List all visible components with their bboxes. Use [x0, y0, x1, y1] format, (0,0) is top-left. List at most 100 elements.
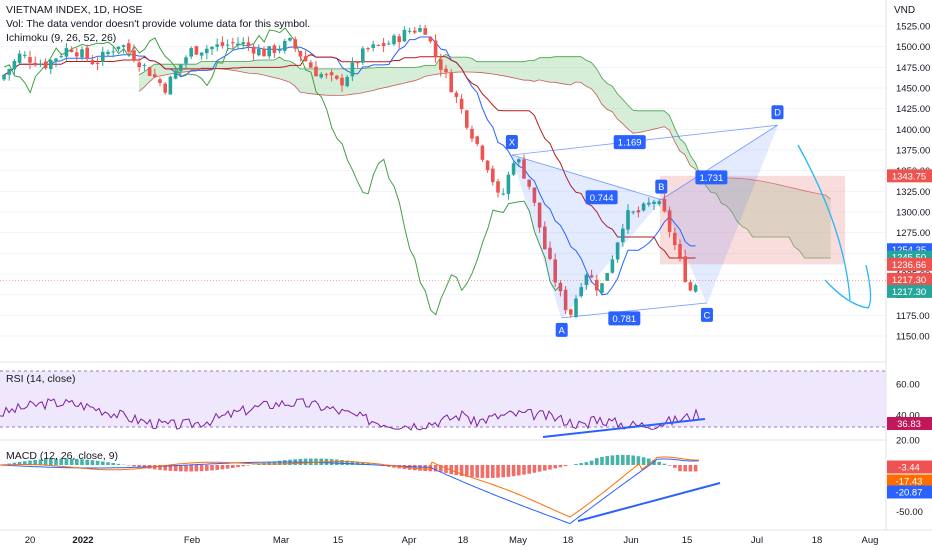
macd-histogram-bar	[64, 458, 69, 465]
macd-histogram-bar	[173, 465, 178, 472]
macd-histogram-bar	[610, 455, 615, 465]
macd-histogram-bar	[220, 465, 225, 470]
ratio-label: 1.169	[618, 138, 642, 149]
price-tick-label: 1325.00	[896, 187, 930, 198]
ratio-label: 0.781	[612, 314, 636, 325]
pattern-point-x[interactable]	[505, 134, 518, 149]
candle-body	[345, 76, 349, 87]
macd-histogram-bar	[205, 465, 209, 471]
projection-curve-path	[797, 144, 872, 309]
macd-histogram-bar	[647, 458, 651, 465]
rsi-pane[interactable]	[0, 370, 886, 438]
macd-histogram-bar	[558, 465, 563, 468]
pattern-point-b[interactable]	[655, 179, 668, 194]
main-pane[interactable]: X A B C D 0.744 1.169 1.731 0.781	[0, 24, 886, 337]
rsi-value-tag	[887, 417, 932, 430]
candle-body	[423, 28, 427, 35]
pattern-point-d[interactable]	[771, 105, 784, 120]
macd-histogram-bar	[688, 465, 693, 472]
macd-histogram-bar	[636, 456, 641, 465]
rsi-tick-label: 20.00	[896, 436, 920, 447]
macd-histogram-bar	[657, 461, 661, 465]
macd-value-tag	[887, 460, 932, 474]
bear-cloud-fill	[660, 175, 845, 265]
time-tick-label: 15	[333, 535, 344, 546]
currency-label: VND	[894, 5, 915, 16]
candle-body	[283, 40, 287, 51]
macd-histogram-bar	[506, 465, 511, 477]
macd-histogram-bar	[355, 461, 360, 465]
time-tick-label: 18	[458, 535, 469, 546]
candle-body	[194, 46, 199, 55]
macd-histogram-bar	[340, 460, 344, 465]
macd-histogram-bar	[231, 465, 235, 468]
macd-histogram-bar	[277, 460, 282, 465]
macd-histogram-bar	[485, 465, 490, 478]
candle-body	[501, 193, 505, 195]
pattern-point-c[interactable]	[700, 307, 713, 322]
pattern-point-a[interactable]	[555, 322, 568, 337]
macd-histogram-bar	[626, 455, 630, 465]
candle-body	[485, 160, 490, 171]
time-tick-label: Mar	[273, 535, 289, 546]
candle-body	[257, 48, 261, 56]
macd-histogram-bar	[184, 465, 188, 472]
price-tag	[887, 169, 932, 183]
macd-histogram-bar	[132, 465, 136, 467]
time-axis: 20 2022 Feb Mar 15 Apr 18 May 18 Jun 15 Jul 18 Aug	[25, 535, 879, 546]
macd-histogram-bar	[38, 459, 43, 465]
macd-trendline	[577, 482, 721, 522]
macd-histogram-bar	[194, 465, 199, 472]
candle-body	[215, 44, 219, 47]
macd-histogram-bar	[241, 465, 245, 467]
ratio-badge	[608, 311, 641, 326]
rsi-trendline	[542, 418, 706, 438]
base-line	[3, 53, 696, 259]
harmonic-pattern[interactable]: X A B C D 0.744 1.169 1.731 0.781	[505, 105, 784, 337]
pattern-leg	[661, 124, 778, 200]
candle-body	[329, 72, 334, 76]
candle-body	[511, 163, 516, 175]
candle-body	[381, 42, 386, 47]
conversion-line	[3, 36, 696, 296]
candle-body	[563, 289, 568, 311]
macd-histogram-bar	[543, 465, 547, 471]
leading-span-a	[138, 53, 831, 259]
candle-body	[470, 128, 474, 139]
candle-body	[667, 210, 672, 232]
macd-histogram-bar	[678, 465, 682, 472]
candle-body	[543, 226, 547, 250]
macd-histogram-bar	[54, 458, 58, 465]
candle-body	[2, 74, 6, 80]
candle-body	[387, 43, 391, 45]
candle-body	[272, 45, 277, 53]
macd-histogram-bar	[283, 460, 287, 465]
ratio-label: 0.744	[590, 193, 614, 204]
symbol-title: VIETNAM INDEX, 1D, HOSE	[6, 4, 143, 16]
macd-histogram-bar	[454, 465, 459, 476]
candle-body	[392, 35, 396, 45]
candle-body	[210, 46, 214, 50]
candle-body	[402, 29, 407, 42]
macd-histogram-bar	[605, 456, 609, 465]
macd-histogram-bar	[95, 460, 100, 465]
price-tick-label: 1300.00	[896, 208, 930, 219]
candle-body	[277, 49, 282, 51]
candle-body	[49, 60, 53, 70]
macd-value-label: -20.87	[896, 488, 923, 499]
price-tick-label: 1475.00	[896, 63, 930, 74]
macd-value-label: -3.44	[898, 463, 920, 474]
candle-body	[418, 28, 422, 32]
macd-histogram-bar	[345, 460, 349, 465]
macd-histogram-bar	[116, 463, 121, 465]
macd-histogram-bar	[641, 457, 646, 465]
candle-body	[241, 42, 245, 45]
candle-body	[43, 61, 48, 69]
candle-body	[428, 36, 433, 42]
macd-histogram-bar	[631, 455, 635, 465]
macd-histogram-bar	[127, 465, 131, 466]
macd-pane[interactable]	[0, 454, 721, 525]
macd-histogram-bar	[179, 465, 183, 472]
time-tick-label: Jun	[623, 535, 638, 546]
